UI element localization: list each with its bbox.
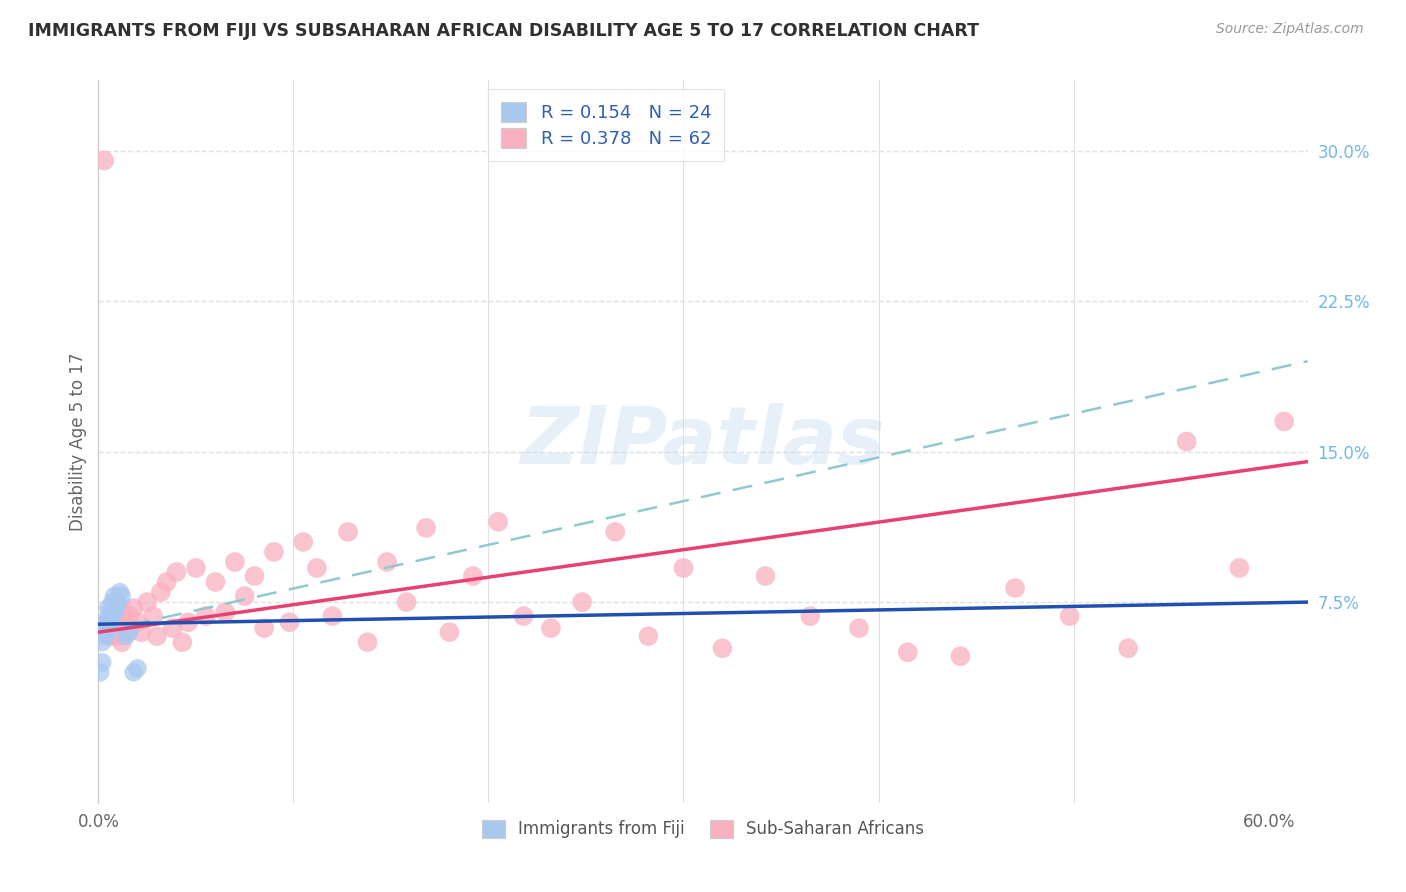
Point: [486, 515, 509, 529]
Point: [117, 625, 139, 640]
Point: [897, 645, 920, 659]
Point: [103, 605, 125, 619]
Point: [103, 589, 125, 603]
Point: [104, 625, 127, 640]
Point: [114, 629, 136, 643]
Point: [142, 609, 165, 624]
Text: IMMIGRANTS FROM FIJI VS SUBSAHARAN AFRICAN DISABILITY AGE 5 TO 17 CORRELATION CH: IMMIGRANTS FROM FIJI VS SUBSAHARAN AFRIC…: [28, 22, 979, 40]
Point: [97, 625, 120, 640]
Point: [177, 615, 200, 630]
Point: [711, 641, 734, 656]
Point: [149, 585, 172, 599]
Point: [263, 545, 285, 559]
Point: [375, 555, 398, 569]
Point: [103, 621, 125, 635]
Point: [243, 569, 266, 583]
Point: [949, 649, 972, 664]
Point: [101, 595, 124, 609]
Point: [571, 595, 593, 609]
Point: [104, 601, 127, 615]
Point: [415, 521, 437, 535]
Point: [89, 665, 111, 680]
Text: ZIPatlas: ZIPatlas: [520, 402, 886, 481]
Point: [96, 615, 118, 630]
Point: [848, 621, 870, 635]
Point: [605, 524, 627, 539]
Point: [122, 665, 145, 680]
Point: [461, 569, 484, 583]
Point: [127, 661, 149, 675]
Point: [278, 615, 301, 630]
Point: [292, 535, 315, 549]
Point: [112, 605, 135, 619]
Point: [108, 585, 131, 599]
Point: [114, 615, 136, 630]
Point: [146, 629, 169, 643]
Point: [101, 609, 124, 624]
Point: [122, 601, 145, 615]
Point: [224, 555, 246, 569]
Point: [91, 655, 114, 669]
Point: [98, 615, 121, 630]
Point: [395, 595, 418, 609]
Point: [1175, 434, 1198, 449]
Point: [337, 524, 360, 539]
Point: [118, 625, 141, 640]
Point: [111, 635, 134, 649]
Point: [672, 561, 695, 575]
Point: [111, 589, 134, 603]
Point: [754, 569, 776, 583]
Point: [165, 565, 187, 579]
Y-axis label: Disability Age 5 to 17: Disability Age 5 to 17: [69, 352, 87, 531]
Point: [637, 629, 659, 643]
Point: [97, 609, 120, 624]
Point: [107, 629, 129, 643]
Point: [98, 605, 121, 619]
Point: [512, 609, 534, 624]
Point: [156, 575, 179, 590]
Point: [93, 625, 115, 640]
Point: [305, 561, 328, 575]
Point: [91, 635, 114, 649]
Point: [1116, 641, 1139, 656]
Point: [1227, 561, 1250, 575]
Point: [97, 601, 120, 615]
Point: [321, 609, 343, 624]
Point: [172, 635, 194, 649]
Point: [96, 621, 118, 635]
Point: [233, 589, 256, 603]
Point: [1059, 609, 1081, 624]
Point: [107, 595, 129, 609]
Point: [93, 629, 115, 643]
Point: [214, 605, 236, 619]
Point: [1272, 414, 1295, 429]
Point: [194, 609, 217, 624]
Legend: Immigrants from Fiji, Sub-Saharan Africans: Immigrants from Fiji, Sub-Saharan Africa…: [475, 813, 931, 845]
Point: [97, 615, 120, 630]
Point: [131, 625, 153, 640]
Point: [799, 609, 821, 624]
Point: [127, 615, 149, 630]
Point: [439, 625, 461, 640]
Point: [356, 635, 378, 649]
Point: [184, 561, 207, 575]
Point: [93, 153, 115, 168]
Point: [136, 595, 159, 609]
Point: [162, 621, 184, 635]
Point: [1004, 581, 1026, 595]
Text: Source: ZipAtlas.com: Source: ZipAtlas.com: [1216, 22, 1364, 37]
Point: [540, 621, 562, 635]
Point: [253, 621, 276, 635]
Point: [204, 575, 226, 590]
Point: [98, 629, 121, 643]
Point: [118, 609, 141, 624]
